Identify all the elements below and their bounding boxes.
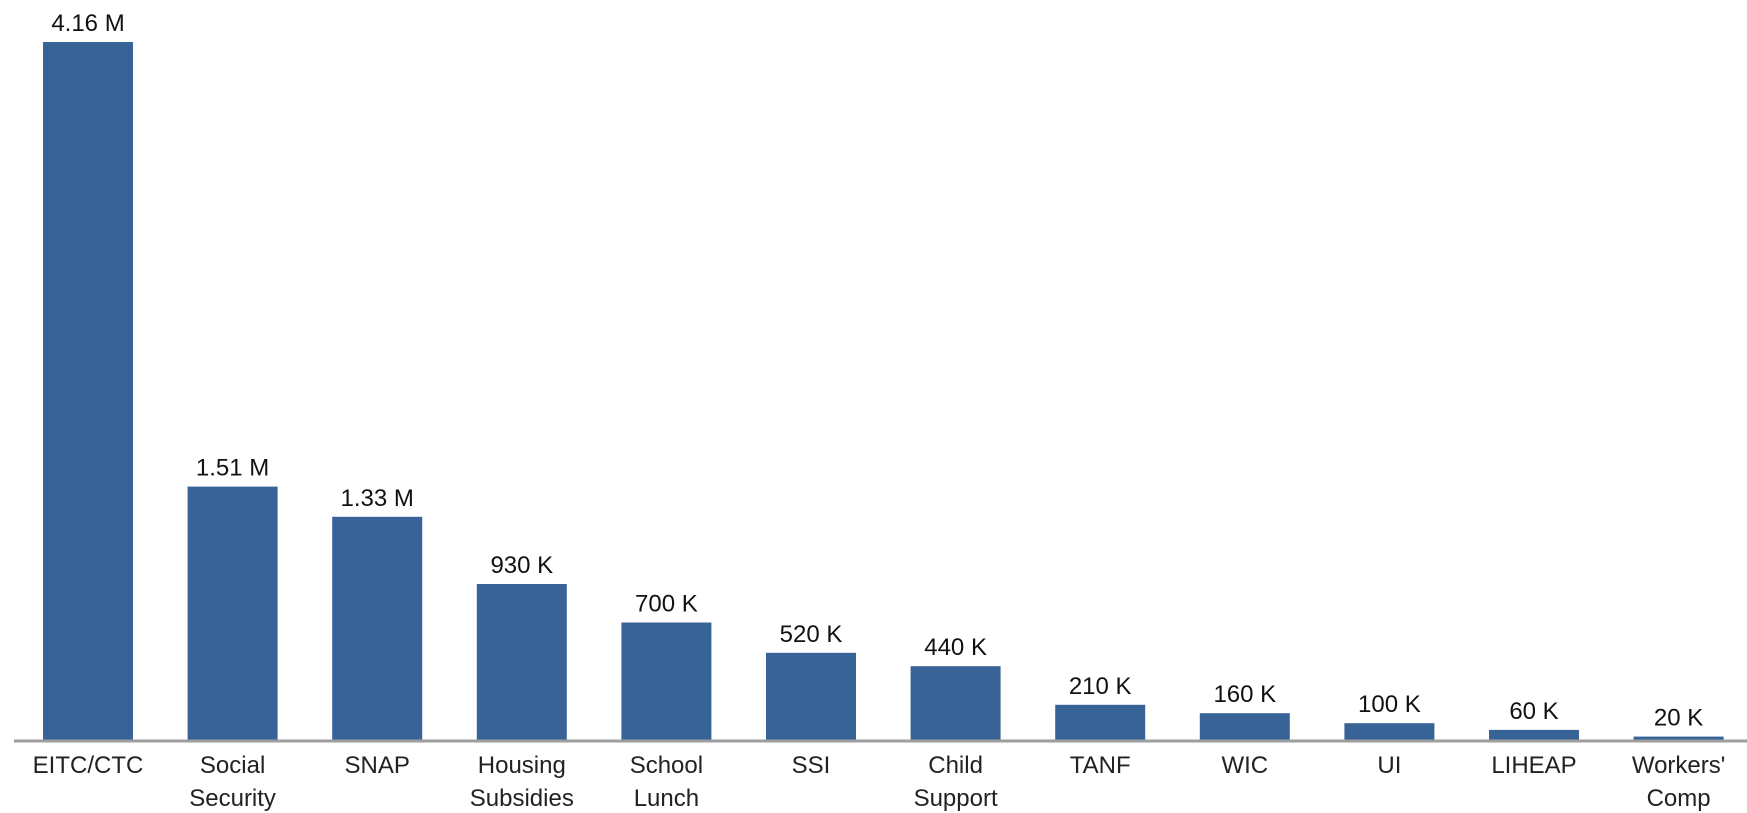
value-label-1: 1.51 M bbox=[196, 455, 269, 482]
value-label-6: 440 K bbox=[924, 634, 987, 661]
category-label-7: TANF bbox=[1070, 752, 1131, 779]
category-label-11-line-0: Workers' bbox=[1632, 752, 1725, 779]
category-label-9: UI bbox=[1377, 752, 1401, 779]
bar-4 bbox=[621, 622, 712, 740]
value-label-7: 210 K bbox=[1069, 673, 1132, 700]
bar-0 bbox=[43, 42, 133, 740]
category-labels-group: EITC/CTC Social Security SNAP Housing Subsidi… bbox=[33, 752, 1726, 812]
category-label-1-line-1: Security bbox=[189, 785, 276, 812]
value-label-10: 60 K bbox=[1509, 698, 1558, 725]
value-label-11: 20 K bbox=[1654, 705, 1703, 732]
bar-7 bbox=[1055, 704, 1146, 740]
bar-1 bbox=[187, 486, 278, 740]
value-label-2: 1.33 M bbox=[341, 485, 414, 512]
bar-6 bbox=[910, 666, 1001, 740]
category-label-1-line-0: Social bbox=[200, 752, 265, 779]
bar-11 bbox=[1633, 736, 1724, 740]
value-label-3: 930 K bbox=[490, 552, 553, 579]
category-label-4-line-0: School bbox=[630, 752, 703, 779]
category-label-6-line-1: Support bbox=[914, 785, 998, 812]
value-label-9: 100 K bbox=[1358, 691, 1421, 718]
category-label-8: WIC bbox=[1221, 752, 1268, 779]
category-label-11-line-1: Comp bbox=[1647, 785, 1711, 812]
value-labels-group: 4.16 M 1.51 M 1.33 M 930 K 700 K 520 K 440 K 21… bbox=[51, 10, 1703, 732]
bar-5 bbox=[766, 652, 856, 741]
category-label-0: EITC/CTC bbox=[33, 752, 144, 779]
category-label-10: LIHEAP bbox=[1491, 752, 1576, 779]
value-label-5: 520 K bbox=[780, 621, 843, 648]
category-label-5: SSI bbox=[792, 752, 831, 779]
bar-9 bbox=[1344, 723, 1435, 740]
value-label-8: 160 K bbox=[1213, 681, 1276, 708]
value-label-0: 4.16 M bbox=[51, 10, 124, 37]
value-label-4: 700 K bbox=[635, 591, 698, 618]
category-label-3-line-1: Subsidies bbox=[470, 785, 574, 812]
bar-10 bbox=[1489, 729, 1579, 740]
bars-group bbox=[43, 42, 1724, 741]
category-label-2: SNAP bbox=[345, 752, 410, 779]
category-label-6-line-0: Child bbox=[928, 752, 983, 779]
category-label-4-line-1: Lunch bbox=[634, 785, 699, 812]
bar-2 bbox=[332, 516, 423, 740]
bar-3 bbox=[476, 584, 567, 740]
category-label-3-line-0: Housing bbox=[478, 752, 566, 779]
bar-8 bbox=[1199, 713, 1290, 740]
